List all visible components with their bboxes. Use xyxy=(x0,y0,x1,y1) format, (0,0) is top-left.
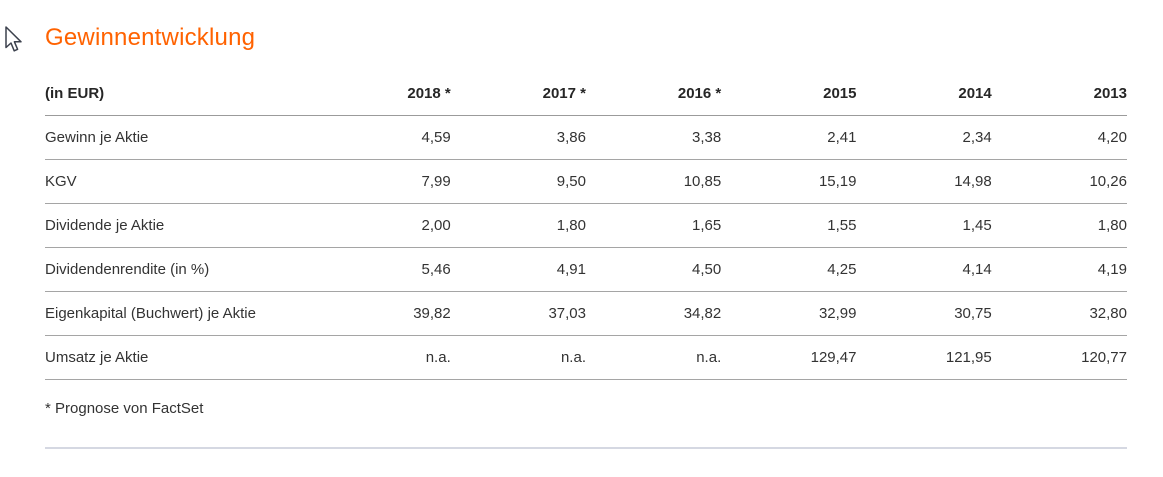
section-divider xyxy=(45,447,1127,449)
table-cell: 4,20 xyxy=(991,115,1127,160)
table-cell: 4,50 xyxy=(586,247,722,292)
table-cell: 3,86 xyxy=(450,115,586,160)
table-cell: 121,95 xyxy=(856,335,992,380)
table-cell: 120,77 xyxy=(991,335,1127,380)
column-header-2016: 2016 * xyxy=(586,85,722,116)
table-cell: 5,46 xyxy=(315,247,451,292)
column-header-unit: (in EUR) xyxy=(45,85,316,116)
table-cell: 1,65 xyxy=(586,203,722,248)
table-cell: 37,03 xyxy=(450,291,586,336)
table-cell: n.a. xyxy=(586,335,722,380)
row-label: Dividende je Aktie xyxy=(45,203,316,248)
row-label: KGV xyxy=(45,159,316,204)
table-cell: 15,19 xyxy=(721,159,857,204)
mouse-cursor-icon xyxy=(5,26,22,52)
column-header-2014: 2014 xyxy=(856,85,992,116)
column-header-2017: 2017 * xyxy=(450,85,586,116)
table-row-dividende-je-aktie: Dividende je Aktie 2,00 1,80 1,65 1,55 1… xyxy=(45,203,1127,248)
table-cell: n.a. xyxy=(315,335,451,380)
table-row-dividendenrendite: Dividendenrendite (in %) 5,46 4,91 4,50 … xyxy=(45,247,1127,292)
profit-development-table: (in EUR) 2018 * 2017 * 2016 * 2015 2014 … xyxy=(45,85,1127,380)
table-cell: 4,25 xyxy=(721,247,857,292)
table-cell: 14,98 xyxy=(856,159,992,204)
table-cell: 4,19 xyxy=(991,247,1127,292)
table-row-umsatz-je-aktie: Umsatz je Aktie n.a. n.a. n.a. 129,47 12… xyxy=(45,335,1127,380)
table-cell: 4,91 xyxy=(450,247,586,292)
table-cell: 10,26 xyxy=(991,159,1127,204)
column-header-2013: 2013 xyxy=(991,85,1127,116)
footnote: * Prognose von FactSet xyxy=(45,400,204,417)
table-cell: 4,14 xyxy=(856,247,992,292)
table-cell: 2,00 xyxy=(315,203,451,248)
table-cell: 2,34 xyxy=(856,115,992,160)
table-row-eigenkapital: Eigenkapital (Buchwert) je Aktie 39,82 3… xyxy=(45,291,1127,336)
table-cell: 129,47 xyxy=(721,335,857,380)
table-cell: 1,80 xyxy=(450,203,586,248)
table-cell: n.a. xyxy=(450,335,586,380)
table-cell: 1,45 xyxy=(856,203,992,248)
page-title: Gewinnentwicklung xyxy=(45,24,256,51)
table-cell: 34,82 xyxy=(586,291,722,336)
table-cell: 1,80 xyxy=(991,203,1127,248)
row-label: Gewinn je Aktie xyxy=(45,115,316,160)
table-cell: 3,38 xyxy=(586,115,722,160)
table-row-gewinn-je-aktie: Gewinn je Aktie 4,59 3,86 3,38 2,41 2,34… xyxy=(45,115,1127,160)
table-cell: 9,50 xyxy=(450,159,586,204)
table-cell: 7,99 xyxy=(315,159,451,204)
table-cell: 39,82 xyxy=(315,291,451,336)
table-cell: 10,85 xyxy=(586,159,722,204)
table-cell: 1,55 xyxy=(721,203,857,248)
column-header-2015: 2015 xyxy=(721,85,857,116)
profit-development-section: Gewinnentwicklung (in EUR) 2018 * 2017 *… xyxy=(45,24,1127,449)
row-label: Dividendenrendite (in %) xyxy=(45,247,316,292)
column-header-2018: 2018 * xyxy=(315,85,451,116)
row-label: Umsatz je Aktie xyxy=(45,335,316,380)
table-cell: 32,80 xyxy=(991,291,1127,336)
table-cell: 2,41 xyxy=(721,115,857,160)
table-cell: 4,59 xyxy=(315,115,451,160)
table-row-kgv: KGV 7,99 9,50 10,85 15,19 14,98 10,26 xyxy=(45,159,1127,204)
table-header-row: (in EUR) 2018 * 2017 * 2016 * 2015 2014 … xyxy=(45,85,1127,116)
table-cell: 30,75 xyxy=(856,291,992,336)
table-cell: 32,99 xyxy=(721,291,857,336)
row-label: Eigenkapital (Buchwert) je Aktie xyxy=(45,291,316,336)
